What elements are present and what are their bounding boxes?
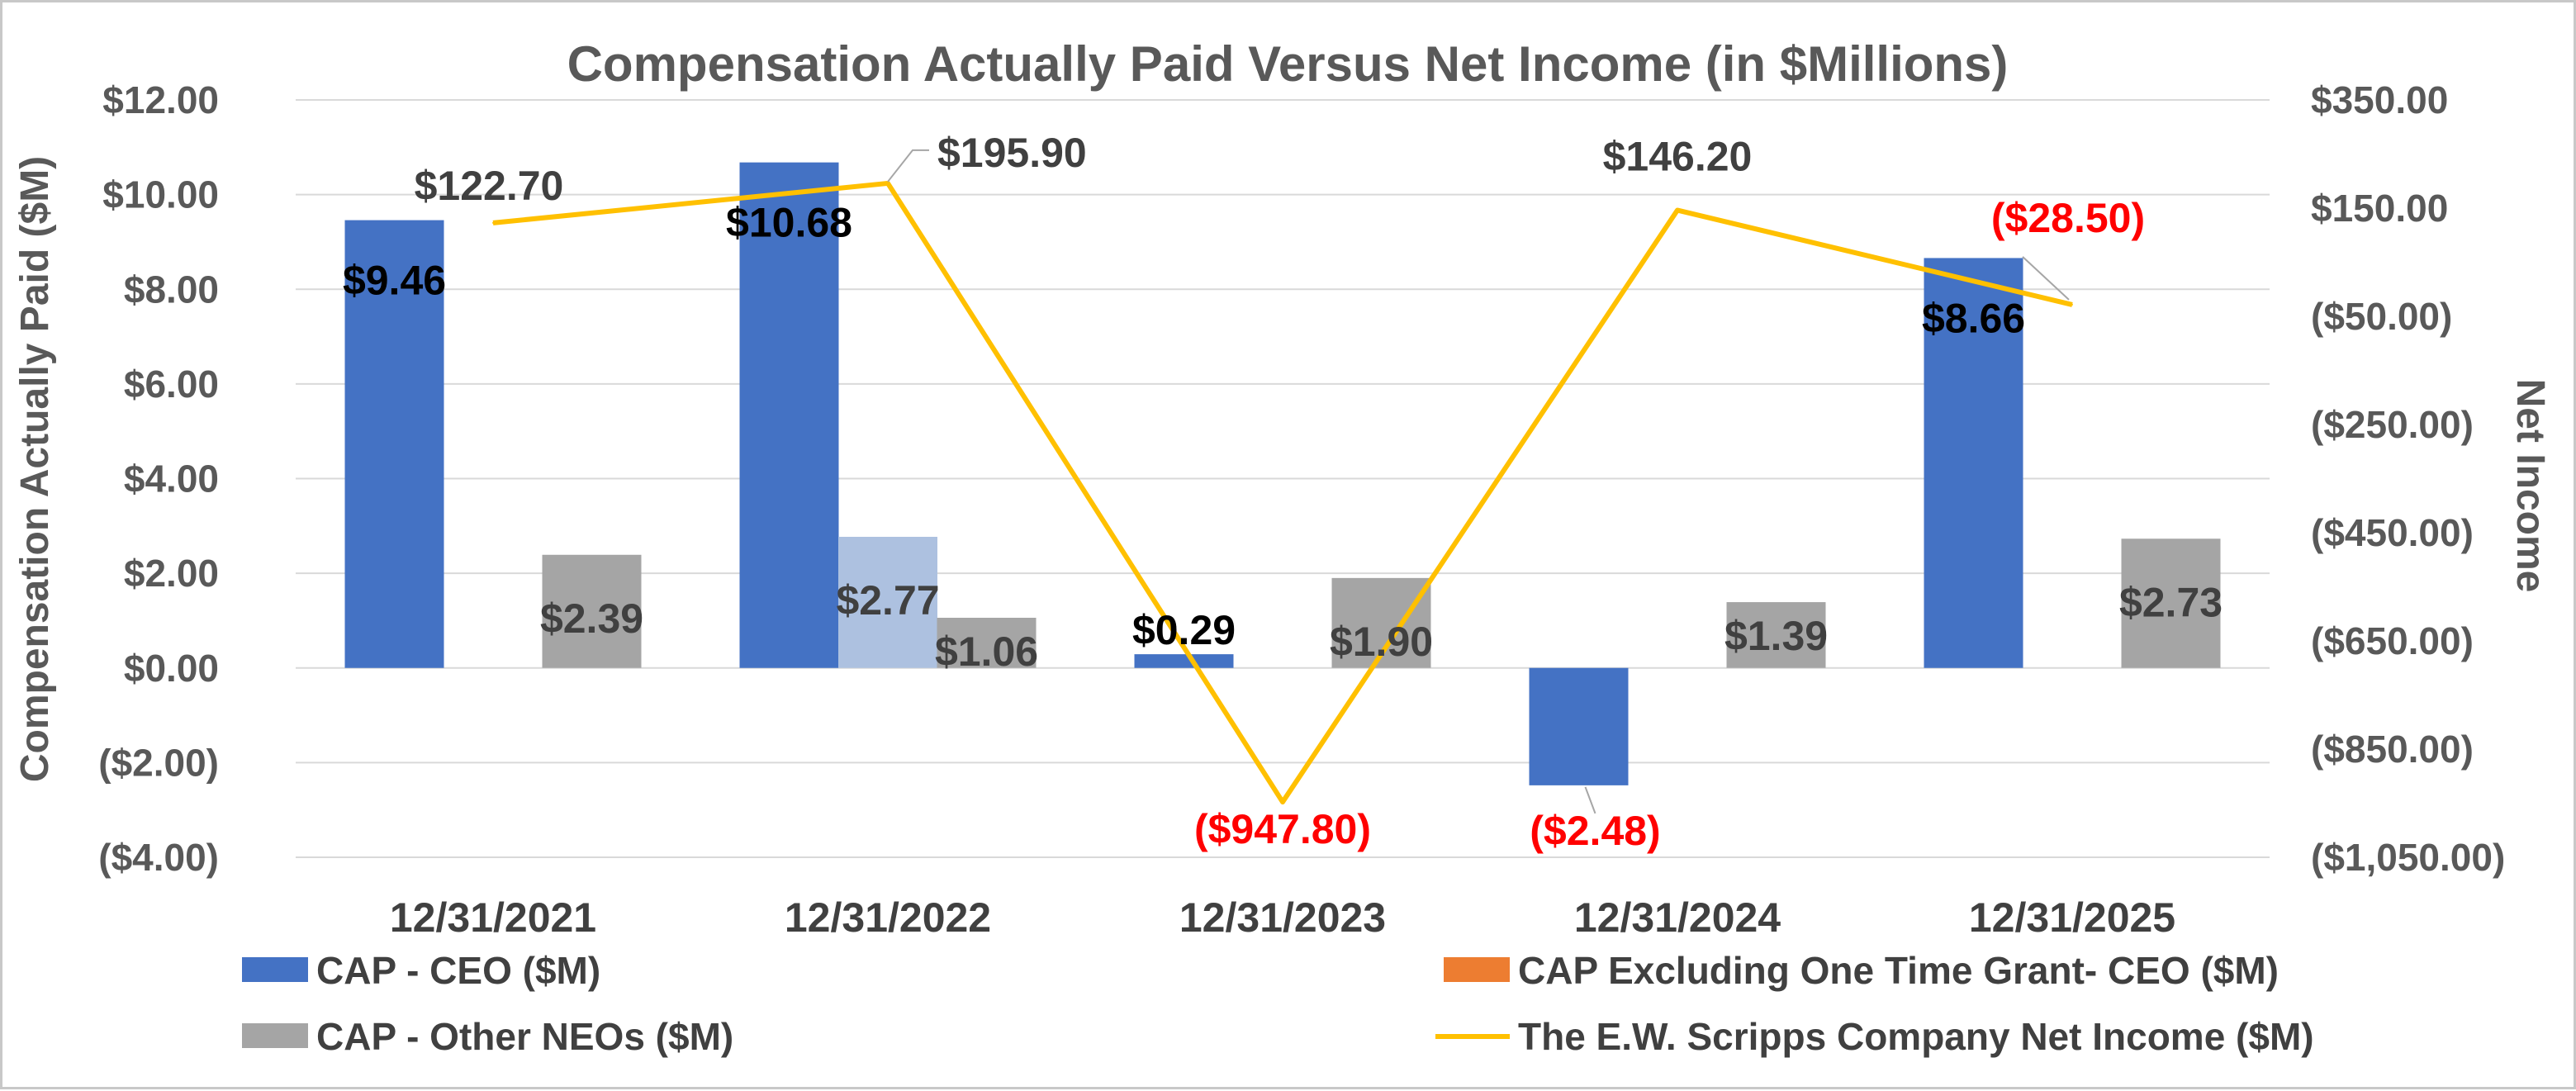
bar — [2121, 538, 2221, 668]
net-income-point — [887, 182, 889, 184]
category-axis-labels: 12/31/2021 12/31/2022 12/31/2023 12/31/2024… — [390, 894, 2175, 941]
right-axis-title: Net Income — [2508, 379, 2552, 593]
net-income-point — [492, 221, 494, 224]
bar — [937, 617, 1037, 668]
y-tick-label: ($4.00) — [98, 836, 219, 879]
bar — [838, 536, 937, 668]
bar — [1726, 602, 1826, 668]
line-data-label: ($28.50) — [1991, 195, 2145, 241]
net-income-point — [2071, 303, 2073, 306]
bar — [739, 162, 839, 668]
bar-data-label: ($2.48) — [1530, 808, 1660, 854]
legend-entry: CAP - CEO ($M) — [316, 949, 600, 992]
net-income-point — [1677, 209, 1678, 211]
y-tick-label: $12.00 — [102, 78, 219, 121]
label-leader — [2022, 256, 2070, 301]
category-label: 12/31/2025 — [1969, 894, 2175, 941]
chart-title: Compensation Actually Paid Versus Net In… — [567, 36, 2009, 92]
left-axis-ticks: $12.00 $10.00 $8.00 $6.00 $4.00 $2.00 $0.00 ($2… — [98, 78, 219, 879]
y-tick-label: $0.00 — [124, 647, 219, 690]
y2-tick-label: $150.00 — [2311, 187, 2448, 230]
y-tick-label: $8.00 — [124, 268, 219, 311]
legend-entry: CAP Excluding One Time Grant- CEO ($M) — [1518, 949, 2279, 992]
category-label: 12/31/2022 — [785, 894, 991, 941]
y-tick-label: $2.00 — [124, 552, 219, 595]
bars — [344, 162, 2221, 785]
bar — [1134, 654, 1234, 668]
bar — [1529, 667, 1629, 785]
bar — [344, 220, 444, 668]
bar-data-label: $1.39 — [1724, 613, 1828, 659]
bar-data-label: $10.68 — [726, 200, 852, 246]
y2-tick-label: ($850.00) — [2311, 728, 2474, 771]
legend-swatch — [1444, 957, 1510, 982]
y-tick-label: $4.00 — [124, 458, 219, 500]
label-leader — [887, 149, 929, 183]
bar-data-label: $2.73 — [2119, 579, 2223, 625]
line-data-label: $195.90 — [937, 130, 1087, 176]
bar-data-label: $1.06 — [935, 629, 1038, 675]
left-axis-title: Compensation Actually Paid ($M) — [13, 156, 57, 782]
y-tick-label: $10.00 — [102, 173, 219, 216]
line-data-label: ($947.80) — [1194, 806, 1371, 852]
legend-entry: The E.W. Scripps Company Net Income ($M) — [1518, 1015, 2314, 1058]
y2-tick-label: ($250.00) — [2311, 403, 2474, 446]
category-label: 12/31/2021 — [390, 894, 596, 941]
bar — [542, 554, 642, 668]
category-label: 12/31/2023 — [1179, 894, 1386, 941]
bar-data-label: $0.29 — [1132, 607, 1236, 653]
legend-swatch — [242, 1023, 308, 1048]
net-income-line — [492, 180, 2073, 805]
data-labels: $9.46 $10.68 $0.29 ($2.48) $8.66 $2.77 $2.39 $1… — [343, 130, 2223, 854]
bar-data-label: $8.66 — [1922, 295, 2025, 341]
bar — [1924, 258, 2023, 668]
legend: CAP - CEO ($M) CAP Excluding One Time Gra… — [242, 949, 2314, 1058]
y2-tick-label: ($650.00) — [2311, 619, 2474, 662]
net-income-polyline — [492, 180, 2073, 805]
label-leader-lines — [887, 149, 2070, 814]
legend-swatch — [242, 957, 308, 982]
line-data-label: $122.70 — [415, 163, 564, 209]
right-axis-ticks: $350.00 $150.00 ($50.00) ($250.00) ($450.00)… — [2311, 78, 2505, 879]
bar-data-label: $2.39 — [540, 595, 643, 642]
net-income-point — [1282, 801, 1283, 804]
y-tick-label: ($2.00) — [98, 741, 219, 784]
bar-data-label: $2.77 — [836, 577, 939, 624]
y2-tick-label: ($450.00) — [2311, 511, 2474, 554]
y-tick-label: $6.00 — [124, 363, 219, 406]
y2-tick-label: $350.00 — [2311, 78, 2448, 121]
legend-entry: CAP - Other NEOs ($M) — [316, 1015, 733, 1058]
y2-tick-label: ($50.00) — [2311, 295, 2452, 338]
line-data-label: $146.20 — [1603, 133, 1753, 179]
bar-data-label: $9.46 — [343, 258, 446, 304]
category-label: 12/31/2024 — [1574, 894, 1781, 941]
bar-data-label: $1.90 — [1330, 619, 1433, 665]
label-leader — [1584, 786, 1596, 814]
y2-tick-label: ($1,050.00) — [2311, 836, 2505, 879]
